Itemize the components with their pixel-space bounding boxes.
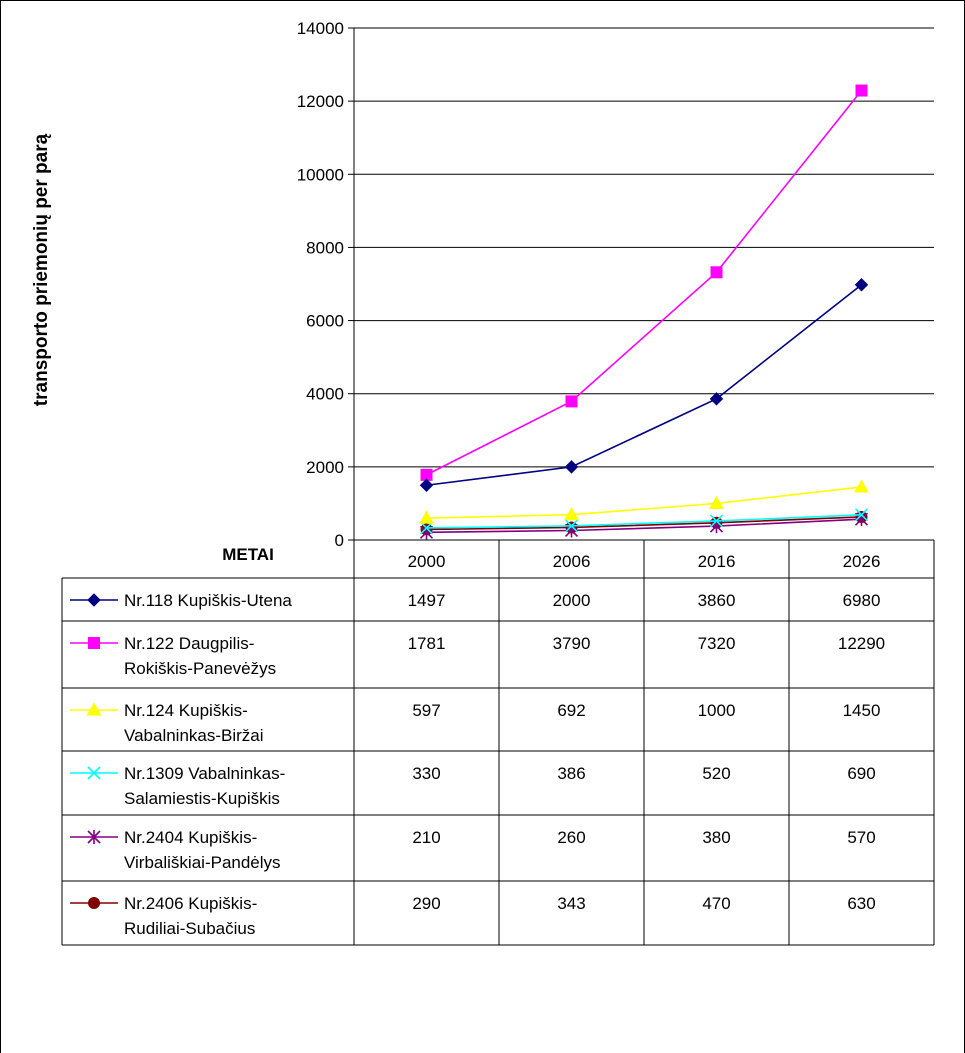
data-label: 630 <box>847 894 875 913</box>
data-point <box>564 460 579 474</box>
x-axis-label: METAI <box>222 545 274 564</box>
data-label: 470 <box>702 894 730 913</box>
data-label: 3790 <box>553 634 591 653</box>
legend-key-marker <box>87 766 101 780</box>
data-point <box>855 84 868 97</box>
data-point <box>564 519 579 533</box>
data-point <box>419 521 434 535</box>
legend-label: Nr.2404 Kupiškis- <box>124 828 257 847</box>
data-label: 290 <box>412 894 440 913</box>
legend-label: Vabalninkas-Biržai <box>124 726 264 745</box>
legend-label: Rokiškis-Panevėžys <box>124 659 276 678</box>
data-point <box>854 479 869 493</box>
data-label: 330 <box>412 764 440 783</box>
data-label: 260 <box>557 828 585 847</box>
legend-key-marker <box>87 830 101 844</box>
data-label: 692 <box>557 701 585 720</box>
data-point <box>710 266 723 279</box>
data-label: 7320 <box>698 634 736 653</box>
series-line <box>426 516 862 531</box>
x-tick-label: 2000 <box>408 552 446 571</box>
data-label: 12290 <box>838 634 885 653</box>
data-label: 380 <box>702 828 730 847</box>
data-label: 1781 <box>408 634 446 653</box>
legend-label: Salamiestis-Kupiškis <box>124 789 280 808</box>
data-label: 520 <box>702 764 730 783</box>
legend-label: Nr.118 Kupiškis-Utena <box>124 591 292 610</box>
y-tick-label: 0 <box>335 531 344 550</box>
y-tick-label: 2000 <box>306 458 344 477</box>
data-label: 210 <box>412 828 440 847</box>
data-point <box>709 392 724 406</box>
y-tick-label: 10000 <box>297 165 344 184</box>
series-line <box>426 518 862 534</box>
series-line <box>426 284 862 487</box>
data-point <box>564 507 579 521</box>
data-label: 1497 <box>408 591 446 610</box>
y-tick-label: 12000 <box>297 92 344 111</box>
legend-label: Nr.124 Kupiškis- <box>124 701 248 720</box>
y-tick-label: 8000 <box>306 238 344 257</box>
series-line <box>426 486 862 519</box>
series-line <box>426 90 863 476</box>
data-point <box>854 508 869 522</box>
data-label: 2000 <box>553 591 591 610</box>
data-point <box>709 495 724 509</box>
legend-key-marker <box>88 897 100 909</box>
y-tick-label: 14000 <box>297 19 344 38</box>
data-point <box>565 395 578 408</box>
data-label: 1450 <box>843 701 881 720</box>
legend-label: Virbališkiai-Pandėlys <box>124 853 281 872</box>
data-label: 690 <box>847 764 875 783</box>
y-tick-label: 4000 <box>306 385 344 404</box>
data-label: 386 <box>557 764 585 783</box>
legend-key-marker <box>87 593 101 607</box>
data-label: 570 <box>847 828 875 847</box>
legend-key-marker <box>86 702 102 716</box>
data-label: 343 <box>557 894 585 913</box>
data-label: 597 <box>412 701 440 720</box>
legend-label: Nr.2406 Kupiškis- <box>124 894 257 913</box>
legend-label: Nr.122 Daugpilis- <box>124 634 254 653</box>
series-line <box>426 513 862 529</box>
legend-key-marker <box>88 637 100 649</box>
data-point <box>419 510 434 524</box>
data-label: 6980 <box>843 591 881 610</box>
data-point <box>854 278 869 292</box>
legend-label: Nr.1309 Vabalninkas- <box>124 764 285 783</box>
data-point <box>419 478 434 492</box>
data-label: 1000 <box>698 701 736 720</box>
y-tick-label: 6000 <box>306 312 344 331</box>
data-point <box>709 514 724 528</box>
x-tick-label: 2006 <box>553 552 591 571</box>
x-tick-label: 2016 <box>698 552 736 571</box>
data-label: 3860 <box>698 591 736 610</box>
x-tick-label: 2026 <box>843 552 881 571</box>
legend-label: Rudiliai-Subačius <box>124 919 255 938</box>
